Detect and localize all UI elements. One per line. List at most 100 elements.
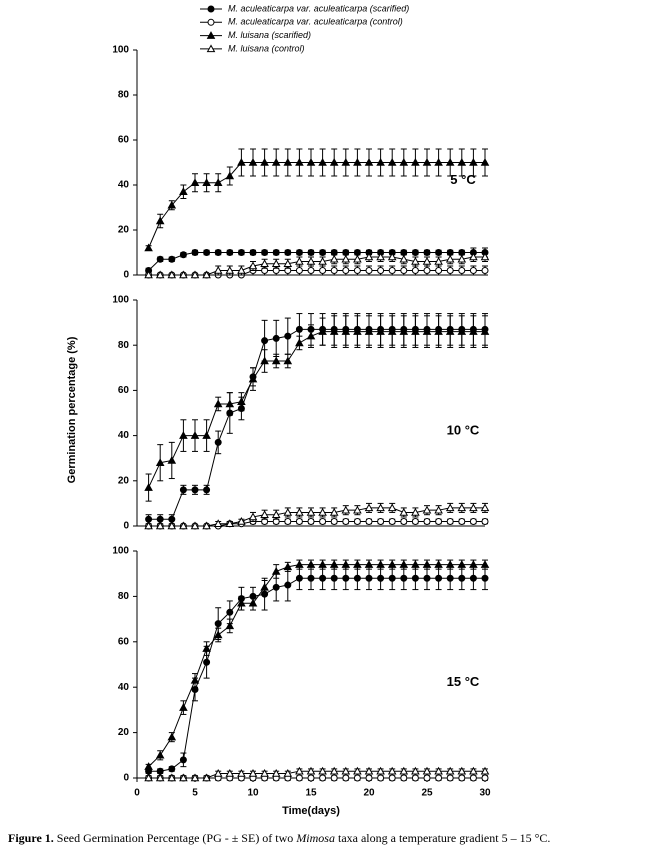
- marker: [190, 675, 200, 684]
- marker: [271, 768, 281, 777]
- marker: [319, 774, 327, 782]
- marker: [167, 732, 177, 741]
- marker: [364, 766, 374, 775]
- marker: [445, 327, 455, 335]
- y-tick-label: 0: [123, 270, 129, 281]
- marker: [399, 158, 409, 166]
- marker: [469, 252, 478, 261]
- marker: [155, 521, 165, 530]
- marker: [411, 766, 420, 775]
- marker: [283, 259, 293, 268]
- marker: [364, 158, 374, 166]
- marker: [481, 267, 489, 274]
- marker: [434, 766, 443, 775]
- marker: [422, 560, 432, 568]
- marker: [168, 255, 176, 263]
- marker: [306, 507, 316, 516]
- marker: [399, 507, 409, 516]
- legend-marker: [206, 44, 216, 53]
- marker: [341, 505, 351, 514]
- marker: [411, 517, 419, 525]
- marker: [155, 458, 165, 466]
- marker: [376, 503, 385, 512]
- marker: [319, 574, 327, 582]
- marker: [364, 327, 374, 335]
- x-tick-label: 15: [305, 788, 317, 799]
- legend-label: M. aculeaticarpa var. aculeaticarpa (con…: [228, 17, 403, 27]
- marker: [411, 249, 419, 256]
- marker: [435, 267, 443, 274]
- marker: [203, 658, 211, 666]
- marker: [272, 583, 280, 591]
- marker: [469, 574, 477, 582]
- x-tick-label: 20: [363, 788, 375, 799]
- marker: [411, 257, 420, 265]
- marker: [423, 249, 431, 256]
- y-tick-label: 60: [118, 385, 130, 396]
- marker: [480, 503, 490, 512]
- marker: [144, 270, 153, 279]
- marker: [353, 774, 361, 782]
- marker: [203, 486, 211, 494]
- x-axis-label: Time(days): [282, 805, 340, 817]
- marker: [213, 266, 223, 274]
- y-tick-label: 20: [118, 727, 130, 738]
- marker: [237, 598, 246, 607]
- marker: [330, 774, 338, 782]
- marker: [318, 507, 327, 516]
- marker: [156, 767, 164, 775]
- marker: [284, 332, 292, 340]
- marker: [435, 774, 443, 782]
- marker: [237, 249, 245, 256]
- marker: [435, 574, 443, 582]
- marker: [376, 560, 385, 568]
- marker: [329, 560, 339, 568]
- marker: [271, 510, 281, 518]
- marker: [318, 257, 327, 265]
- marker: [295, 249, 303, 256]
- marker: [365, 517, 373, 525]
- marker: [342, 574, 350, 582]
- marker: [469, 158, 478, 166]
- series-line: [148, 520, 485, 527]
- marker: [422, 766, 432, 775]
- marker: [179, 521, 188, 530]
- marker: [248, 768, 258, 777]
- marker: [179, 486, 187, 494]
- marker: [457, 503, 467, 512]
- marker: [272, 249, 280, 256]
- marker: [377, 517, 385, 525]
- marker: [248, 512, 258, 521]
- marker: [213, 178, 223, 187]
- marker: [284, 581, 292, 589]
- marker: [225, 621, 235, 630]
- marker: [353, 517, 361, 525]
- marker: [387, 766, 397, 775]
- series-line: [148, 162, 485, 249]
- marker: [400, 774, 408, 782]
- x-tick-label: 25: [421, 788, 433, 799]
- marker: [202, 644, 211, 652]
- marker: [329, 327, 339, 335]
- marker: [399, 254, 409, 263]
- marker: [388, 267, 396, 274]
- y-tick-label: 60: [118, 636, 130, 647]
- marker: [353, 267, 361, 274]
- marker: [445, 503, 455, 512]
- marker: [400, 574, 408, 582]
- marker: [342, 774, 350, 782]
- caption-text: taxa along a temperature gradient 5 – 15…: [335, 831, 550, 845]
- marker: [271, 566, 281, 575]
- marker: [423, 517, 431, 525]
- marker: [249, 249, 257, 256]
- marker: [261, 337, 269, 345]
- caption-label: Figure 1.: [8, 831, 54, 845]
- caption-taxon: Mimosa: [295, 831, 335, 845]
- marker: [167, 521, 177, 530]
- marker: [469, 517, 477, 525]
- marker: [237, 517, 246, 525]
- annotation: 15 °C: [447, 674, 480, 689]
- marker: [214, 438, 222, 446]
- marker: [226, 608, 234, 616]
- marker: [400, 267, 408, 274]
